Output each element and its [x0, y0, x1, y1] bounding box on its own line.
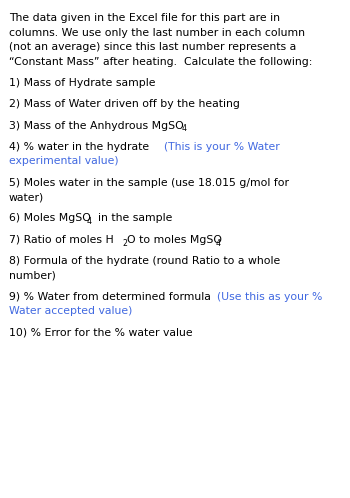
Text: columns. We use only the last number in each column: columns. We use only the last number in …	[9, 27, 305, 38]
Text: water): water)	[9, 192, 44, 202]
Text: “Constant Mass” after heating.  Calculate the following:: “Constant Mass” after heating. Calculate…	[9, 57, 312, 67]
Text: 10) % Error for the % water value: 10) % Error for the % water value	[9, 327, 192, 338]
Text: 7) Ratio of moles H: 7) Ratio of moles H	[9, 235, 113, 245]
Text: (This is your % Water: (This is your % Water	[164, 141, 279, 152]
Text: O to moles MgSO: O to moles MgSO	[127, 235, 222, 245]
Text: 4) % water in the hydrate: 4) % water in the hydrate	[9, 141, 152, 152]
Text: 3) Mass of the Anhydrous MgSO: 3) Mass of the Anhydrous MgSO	[9, 121, 183, 130]
Text: The data given in the Excel file for this part are in: The data given in the Excel file for thi…	[9, 13, 280, 23]
Text: number): number)	[9, 270, 56, 280]
Text: 8) Formula of the hydrate (round Ratio to a whole: 8) Formula of the hydrate (round Ratio t…	[9, 255, 280, 266]
Text: experimental value): experimental value)	[9, 156, 118, 166]
Text: 2: 2	[122, 239, 127, 248]
Text: (Use this as your %: (Use this as your %	[217, 291, 323, 302]
Text: (not an average) since this last number represents a: (not an average) since this last number …	[9, 42, 296, 52]
Text: Water accepted value): Water accepted value)	[9, 306, 132, 316]
Text: in the sample: in the sample	[91, 213, 172, 224]
Text: 2) Mass of Water driven off by the heating: 2) Mass of Water driven off by the heati…	[9, 99, 240, 110]
Text: 5) Moles water in the sample (use 18.015 g/mol for: 5) Moles water in the sample (use 18.015…	[9, 177, 289, 188]
Text: 9) % Water from determined formula: 9) % Water from determined formula	[9, 291, 214, 302]
Text: 4: 4	[86, 217, 91, 227]
Text: 4: 4	[216, 239, 221, 248]
Text: 4: 4	[182, 124, 187, 133]
Text: 6) Moles MgSO: 6) Moles MgSO	[9, 213, 91, 224]
Text: 1) Mass of Hydrate sample: 1) Mass of Hydrate sample	[9, 78, 155, 88]
